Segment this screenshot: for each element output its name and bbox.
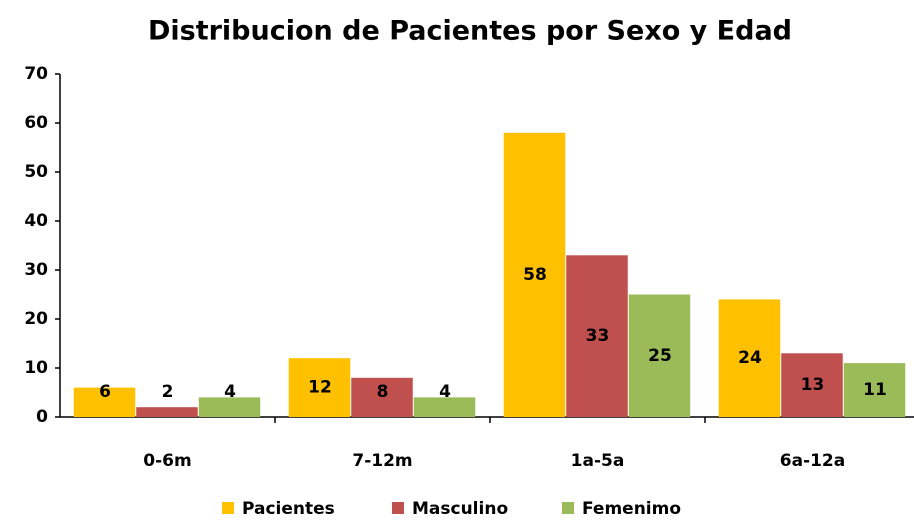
data-label: 11: [863, 380, 887, 400]
data-label: 58: [523, 265, 547, 285]
y-tick-label: 10: [24, 358, 48, 378]
x-tick-label: 7-12m: [352, 451, 412, 471]
bar: [628, 294, 691, 417]
chart-title: Distribucion de Pacientes por Sexo y Eda…: [148, 16, 792, 47]
x-tick-label: 1a-5a: [571, 451, 625, 471]
legend-swatch: [392, 502, 404, 514]
data-label: 4: [439, 382, 451, 402]
x-tick-label: 6a-12a: [780, 451, 846, 471]
data-label: 25: [648, 346, 672, 366]
legend-label: Masculino: [412, 499, 508, 519]
data-label: 4: [224, 382, 236, 402]
data-label: 13: [801, 375, 825, 395]
x-tick-label: 0-6m: [143, 451, 191, 471]
data-label: 6: [99, 382, 111, 402]
bar: [288, 358, 351, 417]
bar: [351, 377, 413, 417]
y-tick-label: 30: [24, 260, 48, 280]
bar: [566, 255, 628, 417]
bar: [136, 407, 198, 417]
legend-swatch: [222, 502, 234, 514]
bar: [781, 353, 843, 417]
data-label: 33: [586, 326, 610, 346]
bar: [718, 299, 781, 417]
bar: [503, 132, 566, 418]
legend-label: Pacientes: [242, 499, 335, 519]
y-tick-label: 50: [24, 162, 48, 182]
data-label: 8: [377, 382, 389, 402]
bar: [198, 397, 261, 417]
legend-label: Femenimo: [582, 499, 681, 519]
bar: [73, 387, 136, 417]
bar: [413, 397, 476, 417]
y-tick-label: 0: [36, 407, 48, 427]
y-tick-label: 20: [24, 309, 48, 329]
bar: [843, 363, 906, 417]
data-label: 12: [308, 378, 332, 398]
y-tick-label: 70: [24, 64, 48, 84]
y-tick-label: 60: [24, 113, 48, 133]
legend-swatch: [562, 502, 574, 514]
data-label: 24: [738, 348, 762, 368]
data-label: 2: [162, 382, 174, 402]
y-tick-label: 40: [24, 211, 48, 231]
